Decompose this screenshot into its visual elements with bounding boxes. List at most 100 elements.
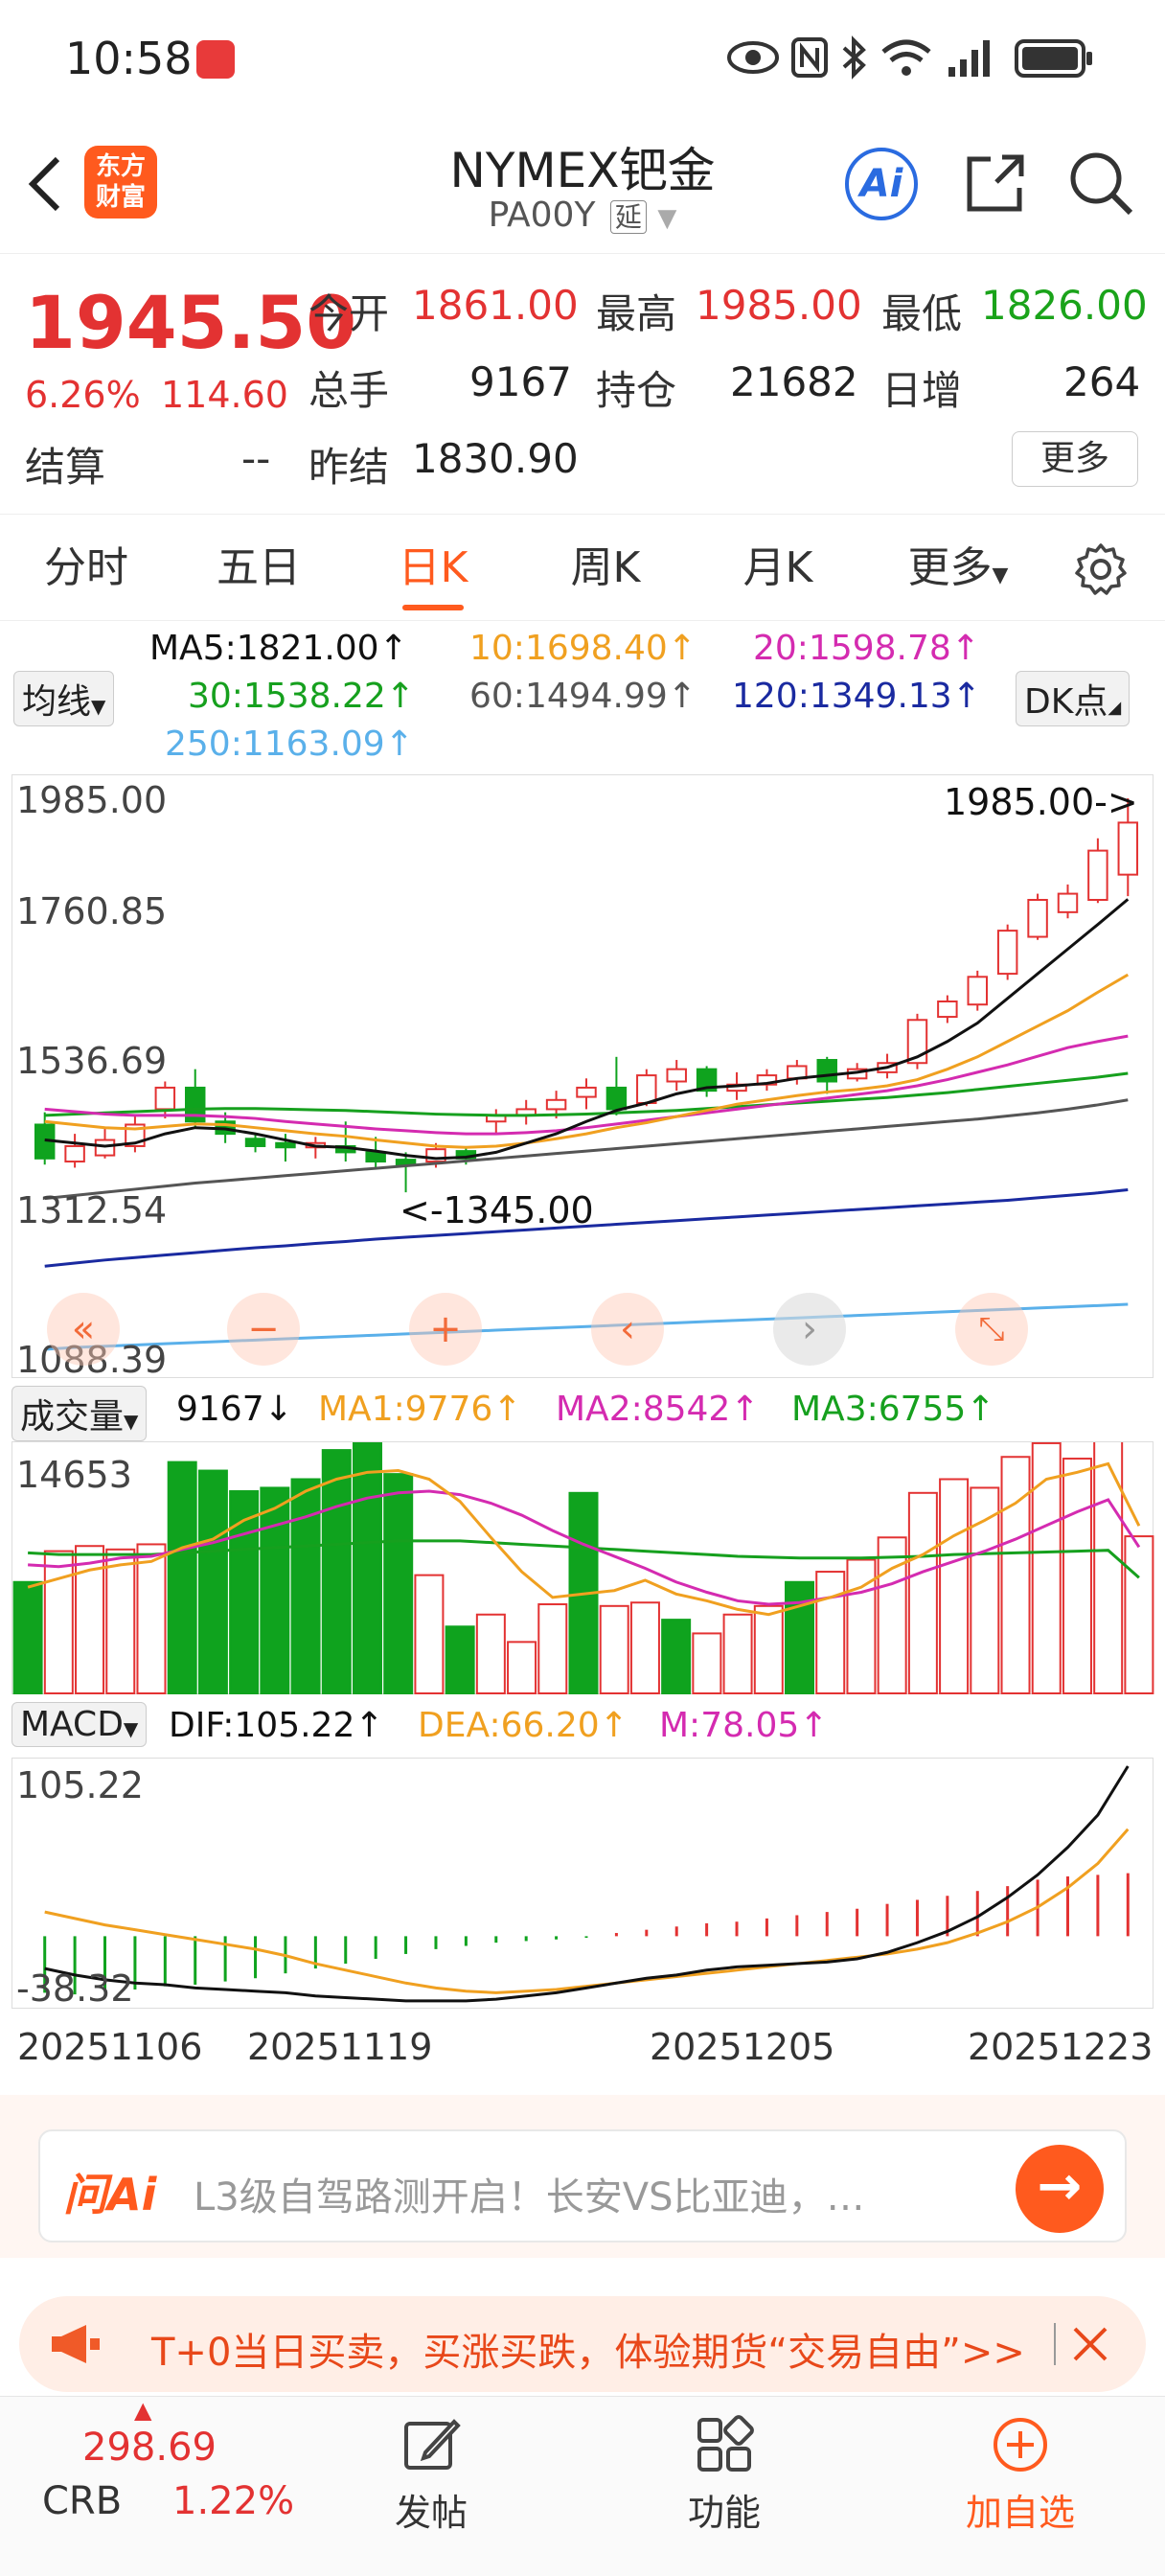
ai-suggestion-text: L3级自驾路测开启！长安VS比亚迪，… <box>194 2175 865 2220</box>
oi-label: 持仓 <box>596 367 677 414</box>
tab-five-day[interactable]: 五日 <box>217 543 301 592</box>
ma5-value: MA5:1821.00↑ <box>149 629 408 668</box>
candle-body <box>696 1068 718 1092</box>
step-left-icon[interactable]: ‹ <box>591 1293 664 1366</box>
volume-value: 9167↓ <box>176 1390 293 1429</box>
page-title: NYMEX钯金 <box>449 143 716 198</box>
share-icon[interactable] <box>962 150 1029 217</box>
vol-ma3: MA3:6755↑ <box>791 1390 995 1429</box>
tab-intraday[interactable]: 分时 <box>44 543 128 592</box>
date-label: 20251205 <box>650 2026 835 2068</box>
rewind-fast-icon[interactable]: « <box>47 1293 120 1366</box>
add-watchlist-button[interactable]: 加自选 <box>939 2397 1102 2576</box>
function-button[interactable]: 功能 <box>648 2397 801 2576</box>
zoom-out-icon[interactable]: − <box>227 1293 300 1366</box>
change-percent: 6.26% <box>25 374 141 416</box>
volume-axis-top: 14653 <box>16 1454 132 1496</box>
tab-monthly-k[interactable]: 月K <box>742 543 813 592</box>
edit-icon <box>404 2419 461 2470</box>
plus-circle-icon <box>994 2418 1047 2472</box>
volume-ma2-line <box>28 1489 1141 1606</box>
megaphone-icon <box>52 2325 100 2363</box>
volume-bar <box>475 1613 506 1694</box>
price-axis-label: 1760.85 <box>16 890 168 932</box>
last-price: 1945.50 <box>25 280 357 365</box>
change-amount: 114.60 <box>161 374 288 416</box>
open-label: 今开 <box>308 290 390 337</box>
volume-bar <box>136 1543 167 1695</box>
crb-label: CRB <box>42 2479 123 2523</box>
ma30-value: 30:1538.22↑ <box>188 677 415 716</box>
post-label: 发帖 <box>394 2492 468 2534</box>
ai-go-button[interactable]: → <box>1016 2145 1104 2233</box>
price-axis-label: 1088.39 <box>16 1339 168 1381</box>
wifi-icon <box>881 39 931 76</box>
crb-index[interactable]: ▲ 298.69 CRB 1.22% <box>0 2397 294 2576</box>
crb-arrow-icon: ▲ <box>134 2397 152 2424</box>
back-arrow-icon[interactable] <box>25 153 67 215</box>
volume-bar <box>907 1491 938 1694</box>
candle-body <box>365 1151 386 1163</box>
dropdown-caret-icon[interactable]: ▼ <box>657 204 677 233</box>
bottom-nav: ▲ 298.69 CRB 1.22% 发帖 功能 加自选 <box>0 2396 1165 2576</box>
search-icon[interactable] <box>1067 150 1134 217</box>
high-annotation: 1985.00-> <box>944 781 1138 823</box>
tab-more-label: 更多 <box>907 543 993 592</box>
tab-more[interactable]: 更多▼ <box>891 515 1025 622</box>
volume-selector[interactable]: 成交量▼ <box>11 1386 148 1441</box>
app-logo: 东方 财富 <box>84 146 157 218</box>
fullscreen-icon[interactable]: ⤡ <box>955 1293 1028 1366</box>
volume-label: 总手 <box>308 367 390 414</box>
macd-dea: DEA:66.20↑ <box>418 1706 628 1745</box>
volume-chart-area[interactable]: 14653 <box>11 1441 1154 1695</box>
step-right-icon[interactable]: › <box>773 1293 846 1366</box>
macd-legend: MACD▼ DIF:105.22↑ DEA:66.20↑ M:78.05↑ <box>0 1700 1165 1754</box>
prev-settle-value: 1830.90 <box>412 435 579 482</box>
more-button[interactable]: 更多 <box>1012 431 1138 487</box>
candle-body <box>1027 898 1048 938</box>
tab-daily-k[interactable]: 日K <box>398 543 468 592</box>
battery-icon <box>1015 39 1092 78</box>
ai-suggestion-bar[interactable]: 问Ai L3级自驾路测开启！长安VS比亚迪，… → <box>38 2129 1127 2242</box>
crb-percent: 1.22% <box>172 2479 295 2523</box>
volume-bar <box>105 1548 136 1695</box>
price-chart-area[interactable]: 1985.00 1760.85 1536.69 1312.54 1088.39 … <box>11 774 1154 1381</box>
header-bar: 东方 财富 NYMEX钯金 PA00Y 延 ▼ Ai <box>0 115 1165 254</box>
volume-value: 9167 <box>469 358 572 405</box>
candle-body <box>1057 892 1079 913</box>
volume-bar <box>167 1460 197 1694</box>
post-button[interactable]: 发帖 <box>354 2397 508 2576</box>
ma60-value: 60:1494.99↑ <box>469 677 697 716</box>
add-watchlist-label: 加自选 <box>965 2492 1075 2534</box>
volume-bar <box>445 1625 475 1695</box>
zoom-in-icon[interactable]: + <box>409 1293 482 1366</box>
ma-selector[interactable]: 均线▼ <box>13 671 115 726</box>
oi-value: 21682 <box>730 358 858 405</box>
macd-chart-area[interactable]: 105.22 -38.32 <box>11 1758 1154 2010</box>
tab-weekly-k[interactable]: 周K <box>570 543 641 592</box>
ma20-value: 20:1598.78↑ <box>753 629 980 668</box>
vol-ma1: MA1:9776↑ <box>318 1390 522 1429</box>
close-icon[interactable] <box>1071 2325 1109 2363</box>
settings-gear-icon[interactable] <box>1073 541 1129 597</box>
volume-bar <box>507 1641 537 1694</box>
date-axis: 20251106 20251119 20251205 20251223 <box>0 2012 1165 2095</box>
price-axis-label: 1985.00 <box>16 779 168 821</box>
macd-selector[interactable]: MACD▼ <box>11 1702 148 1747</box>
volume-bar <box>537 1603 568 1694</box>
settle-label: 结算 <box>25 444 106 491</box>
candle-body <box>94 1138 116 1157</box>
volume-bar <box>321 1449 352 1694</box>
dk-point-button[interactable]: DK点◢ <box>1016 671 1131 726</box>
active-tab-underline <box>402 605 464 610</box>
macd-dea-line <box>44 1828 1130 1994</box>
volume-bar <box>1062 1458 1092 1695</box>
ma60-line <box>44 1098 1129 1201</box>
promo-banner[interactable]: T+0当日买卖，买涨买跌，体验期货“交易自由”>> <box>19 2296 1146 2392</box>
price-axis-label: 1312.54 <box>16 1189 168 1231</box>
ai-button[interactable]: Ai <box>845 148 918 220</box>
contract-code-row: PA00Y 延 ▼ <box>439 196 726 235</box>
logo-text-top: 东方 <box>95 152 146 181</box>
volume-chart <box>12 1442 1154 1695</box>
candle-body <box>154 1086 176 1111</box>
